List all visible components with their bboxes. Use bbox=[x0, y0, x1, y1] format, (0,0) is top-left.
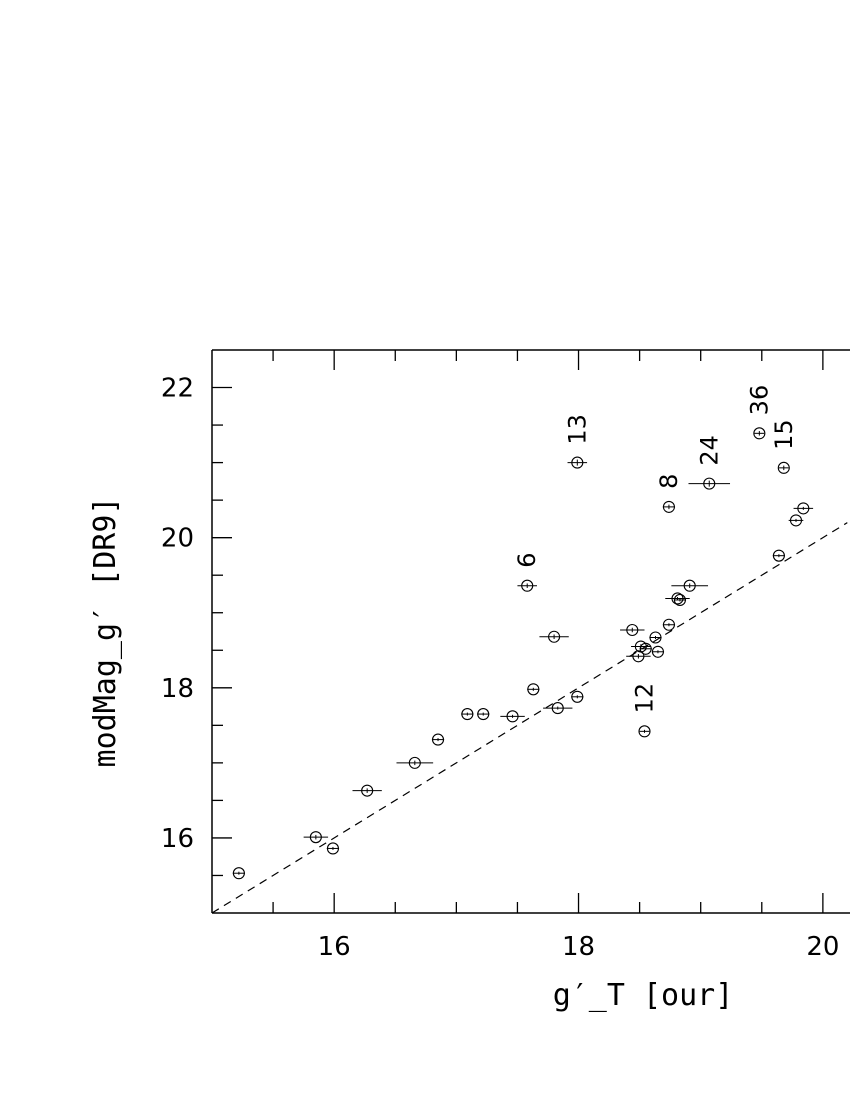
data-point bbox=[567, 456, 588, 469]
data-point bbox=[232, 867, 245, 880]
data-point bbox=[477, 708, 490, 721]
data-point bbox=[571, 690, 584, 703]
point-label: 36 bbox=[745, 385, 773, 416]
data-point bbox=[777, 461, 790, 474]
data-point bbox=[352, 784, 382, 797]
data-point bbox=[543, 702, 573, 715]
data-point bbox=[527, 683, 540, 696]
point-label: 24 bbox=[695, 435, 723, 466]
point-label: 8 bbox=[655, 474, 683, 489]
data-point bbox=[539, 630, 569, 643]
data-point bbox=[638, 725, 651, 738]
data-points bbox=[232, 427, 814, 880]
data-point bbox=[649, 631, 662, 644]
data-point bbox=[753, 427, 766, 440]
x-tick-label: 16 bbox=[318, 932, 351, 962]
data-point bbox=[772, 549, 786, 562]
data-point bbox=[326, 842, 340, 855]
data-point bbox=[662, 500, 676, 513]
data-point bbox=[671, 579, 709, 592]
plot-frame bbox=[211, 349, 850, 914]
point-marker bbox=[753, 427, 766, 440]
y-tick-label: 22 bbox=[161, 374, 194, 404]
data-point bbox=[626, 650, 651, 663]
data-point bbox=[688, 477, 731, 490]
identity-reference-line bbox=[211, 522, 848, 914]
data-point bbox=[431, 733, 445, 746]
dashed-reference-line bbox=[211, 522, 848, 914]
data-point bbox=[303, 831, 329, 844]
data-point bbox=[673, 593, 687, 607]
point-marker bbox=[777, 461, 790, 474]
point-marker bbox=[638, 725, 651, 738]
data-point bbox=[620, 623, 645, 637]
axis-ticks bbox=[212, 350, 824, 913]
y-tick-label: 16 bbox=[161, 824, 194, 854]
point-label: 12 bbox=[631, 683, 659, 714]
x-tick-label: 20 bbox=[806, 932, 839, 962]
data-point bbox=[793, 502, 814, 515]
data-point bbox=[788, 514, 804, 527]
y-axis-label: modMag_g′ [DR9] bbox=[88, 497, 123, 768]
data-point bbox=[662, 618, 676, 631]
point-label: 13 bbox=[563, 414, 591, 445]
x-axis-label: g′_T [our] bbox=[553, 978, 734, 1013]
data-point bbox=[461, 708, 474, 721]
point-label: 15 bbox=[770, 419, 798, 450]
y-tick-label: 20 bbox=[161, 524, 194, 554]
x-tick-label: 18 bbox=[562, 932, 595, 962]
data-point bbox=[396, 756, 434, 769]
data-point bbox=[651, 645, 665, 658]
y-tick-label: 18 bbox=[161, 674, 194, 704]
data-point bbox=[639, 642, 652, 655]
point-label: 6 bbox=[513, 552, 541, 567]
data-point bbox=[517, 579, 537, 592]
tick-labels: 16 18 20 16 18 20 22 bbox=[161, 374, 840, 962]
data-point bbox=[500, 710, 525, 723]
